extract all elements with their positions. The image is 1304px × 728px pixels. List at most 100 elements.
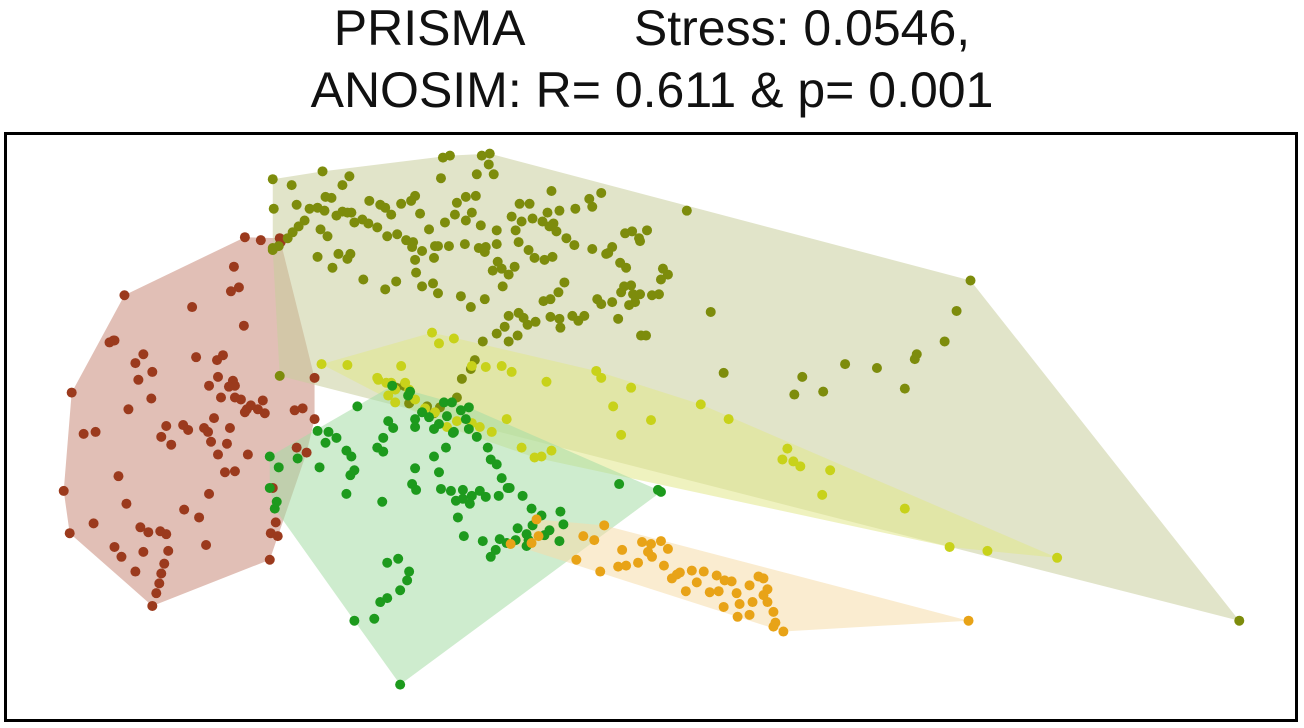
group-2-point: [429, 252, 440, 263]
group-2-point: [320, 191, 331, 202]
group-5-point: [711, 570, 722, 581]
group-1-point: [116, 551, 127, 562]
group-1-point: [201, 540, 212, 550]
group-3-point: [616, 429, 627, 440]
group-2-point: [322, 231, 333, 242]
group-2-point: [570, 203, 581, 214]
group-2-point: [380, 202, 391, 213]
group-1-point: [239, 407, 250, 418]
group-2-point: [459, 239, 470, 250]
group-4-point: [369, 613, 380, 624]
group-5-point: [963, 615, 974, 626]
group-1-point: [147, 600, 158, 611]
group-1-point: [143, 527, 154, 538]
group-4-point: [544, 525, 555, 536]
group-2-point: [484, 148, 495, 159]
chart-title: PRISMA Stress: 0.0546,: [333, 0, 971, 56]
group-2-point: [503, 310, 514, 321]
group-2-point: [818, 386, 829, 397]
group-5-point: [704, 587, 715, 598]
group-1-point: [223, 381, 234, 392]
group-2-point: [267, 245, 278, 255]
group-4-point: [314, 462, 325, 473]
group-2-point: [642, 225, 653, 236]
group-2-point: [466, 207, 477, 218]
group-3-hull: [321, 332, 1058, 558]
group-2-point: [615, 257, 626, 268]
group-2-point: [554, 313, 565, 324]
group-2-point: [635, 289, 646, 300]
group-2-point: [333, 248, 344, 259]
group-4-point: [490, 544, 501, 555]
group-2-point: [596, 187, 607, 198]
group-1-point: [109, 541, 120, 552]
group-1-point: [264, 554, 275, 565]
group-3-point: [777, 454, 788, 465]
group-2-point: [939, 336, 950, 347]
group-4-point: [378, 446, 389, 457]
group-5-point: [778, 626, 789, 637]
group-2-point: [965, 275, 976, 286]
group-4-point: [402, 575, 413, 586]
group-4-point: [352, 401, 363, 412]
group-4-point: [405, 386, 416, 397]
group-3-point: [466, 361, 477, 372]
group-2-point: [455, 291, 466, 302]
group-1-point: [203, 426, 214, 437]
group-1-point: [209, 413, 220, 424]
group-5-point: [698, 566, 709, 577]
group-2-point: [584, 193, 595, 204]
group-2-point: [456, 373, 467, 384]
group-1-point: [242, 449, 253, 460]
group-2-point: [282, 233, 293, 244]
group-1-point: [119, 290, 130, 301]
group-5-point: [734, 599, 745, 609]
group-2-point: [1234, 615, 1245, 626]
group-4-point: [349, 465, 360, 476]
group-3-point: [433, 338, 444, 349]
group-3-point: [541, 376, 552, 387]
group-4-point: [424, 412, 435, 423]
group-4-point: [435, 483, 446, 494]
group-4-point: [455, 405, 466, 416]
group-1-point: [219, 467, 230, 478]
group-2-point: [503, 336, 514, 347]
group-4-point: [375, 597, 386, 608]
group-2-point: [382, 231, 393, 242]
group-2-point: [681, 205, 692, 216]
group-2-point: [460, 191, 471, 202]
group-5-point: [637, 537, 648, 548]
group-1-point: [138, 546, 149, 557]
group-1-point: [257, 395, 268, 406]
group-4-point: [388, 422, 399, 433]
group-4-point: [417, 407, 428, 418]
group-2-point: [499, 321, 510, 332]
group-1-point: [147, 366, 158, 377]
group-3-point: [516, 442, 527, 453]
group-2-point: [443, 241, 454, 252]
group-4-point: [496, 473, 507, 484]
group-2-point: [545, 294, 556, 305]
group-2-point: [342, 253, 353, 264]
group-1-point: [166, 439, 177, 450]
group-2-point: [546, 186, 557, 196]
group-4-point: [482, 442, 493, 453]
group-2-point: [551, 226, 562, 237]
group-2-point: [626, 280, 637, 291]
group-4-point: [526, 503, 537, 514]
group-5-point: [633, 557, 644, 568]
group-2-point: [401, 235, 412, 246]
group-1-point: [64, 528, 75, 539]
group-3-point: [899, 503, 910, 514]
group-4-point: [463, 402, 474, 413]
group-5-point: [770, 617, 781, 628]
group-1-point: [104, 337, 115, 348]
group-2-point: [641, 330, 652, 341]
group-2-point: [471, 169, 482, 180]
group-3-point: [817, 489, 828, 500]
chart-subtitle: ANOSIM: R= 0.611 & p= 0.001: [310, 62, 994, 118]
group-5-point: [758, 573, 769, 584]
group-1-point: [187, 302, 198, 313]
scatter-plot: [58, 148, 1245, 690]
group-5-point: [680, 586, 691, 597]
